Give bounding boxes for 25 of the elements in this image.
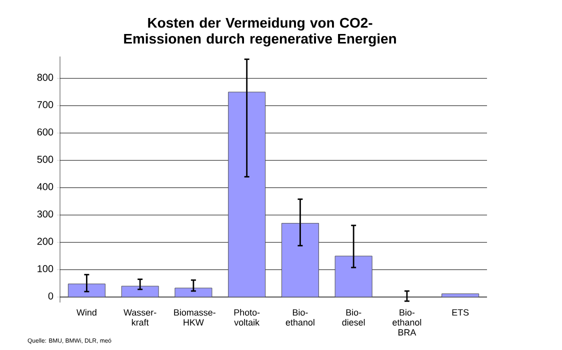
bar bbox=[121, 286, 159, 298]
y-tick-label: 500 bbox=[37, 156, 54, 163]
y-tick-label: 400 bbox=[37, 183, 54, 190]
y-tick-label: 100 bbox=[38, 265, 54, 272]
y-tick-label: 800 bbox=[37, 74, 54, 81]
x-tick-label: Biomasse- HKW bbox=[174, 309, 216, 326]
bar bbox=[442, 294, 480, 298]
x-tick-label: Bio- ethanol BRA bbox=[392, 309, 422, 336]
chart-title: Kosten der Vermeidung von CO2-Emissionen durch regenerative Energien bbox=[124, 17, 396, 46]
x-tick-label: Bio- diesel bbox=[342, 309, 365, 326]
x-tick-label: Wasser- kraft bbox=[124, 309, 156, 326]
x-tick-label: Wind bbox=[76, 309, 96, 316]
bar bbox=[174, 288, 212, 298]
x-tick-label: Photo- voltaik bbox=[234, 309, 260, 326]
y-tick-label: 600 bbox=[37, 128, 54, 136]
bar bbox=[228, 92, 266, 298]
bar bbox=[281, 222, 319, 298]
x-tick-label: ETS bbox=[452, 309, 469, 316]
y-tick-label: 300 bbox=[37, 210, 54, 218]
y-tick-label: 200 bbox=[37, 238, 54, 245]
y-tick-label: 0 bbox=[48, 292, 54, 300]
y-tick-label: 700 bbox=[37, 101, 54, 108]
bar bbox=[68, 284, 106, 298]
x-tick-label: Bio- ethanol bbox=[286, 309, 314, 326]
bar bbox=[334, 256, 372, 298]
